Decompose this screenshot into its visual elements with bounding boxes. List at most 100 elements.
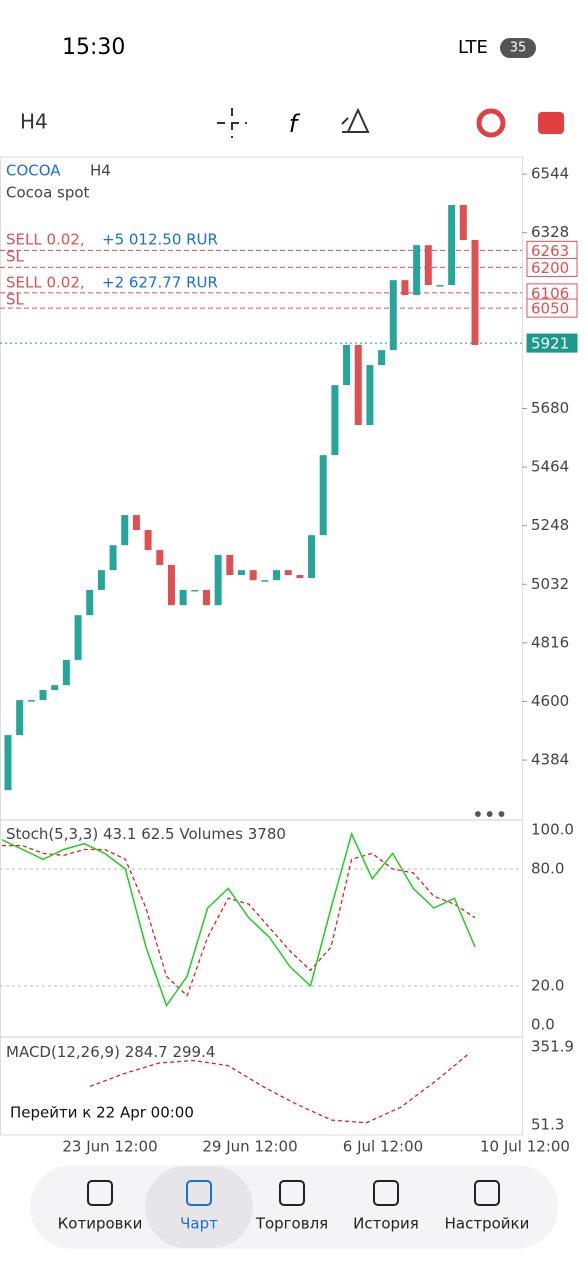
- candle: [296, 575, 304, 579]
- candle: [156, 550, 164, 565]
- candle: [273, 570, 281, 581]
- nav-icon: [186, 1180, 212, 1206]
- position-label: SELL 0.02,: [6, 274, 85, 292]
- candle: [343, 344, 351, 386]
- nav-label[interactable]: Настройки: [445, 1215, 530, 1233]
- nav-label[interactable]: Торговля: [255, 1215, 328, 1233]
- price-badge-label: 6200: [531, 259, 569, 277]
- price-badge: [526, 257, 578, 277]
- candle: [436, 285, 444, 287]
- candle: [424, 245, 432, 286]
- battery-level: 35: [510, 41, 527, 56]
- candle: [202, 589, 210, 606]
- oneclick-icon[interactable]: [538, 112, 564, 134]
- x-tick-label: 6 Jul 12:00: [343, 1138, 423, 1156]
- network: LTE: [458, 37, 488, 58]
- candle: [144, 530, 152, 551]
- line: [1, 831, 476, 1008]
- position-label: SELL 0.02,: [6, 231, 85, 249]
- candle: [261, 580, 269, 582]
- candle: [471, 240, 479, 345]
- candle: [214, 554, 222, 606]
- legend-part: 43.1: [103, 825, 136, 843]
- candle: [86, 589, 94, 616]
- candle: [226, 554, 234, 576]
- nav-label[interactable]: Котировки: [58, 1215, 143, 1233]
- position-profit: +2 627.77 RUR: [102, 274, 218, 292]
- trade-icon[interactable]: [476, 108, 506, 138]
- line: [2, 844, 476, 997]
- nav-icon: [373, 1180, 399, 1206]
- y-tick-label: 4600: [531, 692, 569, 710]
- price-badge-label: 6050: [531, 300, 569, 318]
- candle: [62, 659, 70, 686]
- candle: [448, 205, 456, 286]
- nav-icon: [87, 1180, 113, 1206]
- chart-timeframe: H4: [90, 162, 111, 180]
- line: [89, 1052, 471, 1124]
- candle: [249, 570, 257, 581]
- candle: [331, 385, 339, 456]
- y-tick-label: 6544: [531, 165, 569, 183]
- macd-legend: MACD(12,26,9) 284.7 299.4: [6, 1043, 215, 1061]
- candle: [389, 280, 397, 351]
- y-tick-label: 5464: [531, 458, 569, 476]
- candle: [366, 365, 374, 426]
- candle: [132, 515, 140, 531]
- indicators-icon[interactable]: f: [289, 110, 301, 138]
- nav-icon: [279, 1180, 305, 1206]
- y-tick-label: 20.0: [531, 977, 564, 995]
- more-icon[interactable]: •••: [472, 803, 507, 827]
- bottom-nav: [30, 1165, 558, 1249]
- time: 15:30: [62, 35, 125, 60]
- y-tick-label: 100.0: [531, 821, 574, 839]
- battery: [500, 38, 536, 58]
- sl-label: SL: [6, 248, 25, 266]
- nav-label[interactable]: История: [353, 1215, 419, 1233]
- y-tick-label: 51.3: [531, 1116, 564, 1134]
- legend-part: Volumes: [179, 825, 243, 843]
- candle: [319, 455, 327, 536]
- candle: [401, 280, 409, 296]
- price-badge-label: 6106: [531, 284, 569, 302]
- candle: [27, 700, 35, 702]
- nav-bar: [30, 1165, 558, 1249]
- nav-label[interactable]: Чарт: [180, 1215, 218, 1233]
- candle: [238, 570, 245, 576]
- y-tick-label: 0.0: [531, 1016, 555, 1034]
- y-tick-label: 5032: [531, 575, 569, 593]
- legend-part: MACD(12,26,9): [6, 1043, 120, 1061]
- description: Cocoa spot: [6, 184, 90, 202]
- legend-part: 3780: [248, 825, 286, 843]
- candle: [378, 350, 386, 366]
- candle: [16, 700, 24, 736]
- chart-frame: [0, 156, 523, 1136]
- x-tick-label: 23 Jun 12:00: [62, 1138, 157, 1156]
- y-tick-label: 4816: [531, 633, 569, 651]
- y-tick-label: 351.9: [531, 1038, 574, 1056]
- y-tick-label: 6328: [531, 223, 569, 241]
- symbol[interactable]: COCOA: [6, 162, 61, 180]
- y-tick-label: 5680: [531, 399, 569, 417]
- price-badge: [526, 333, 578, 353]
- position-profit: +5 012.50 RUR: [102, 231, 218, 249]
- x-tick-label: 29 Jun 12:00: [202, 1138, 297, 1156]
- crosshair-icon[interactable]: [217, 108, 247, 138]
- legend-part: 62.5: [141, 825, 174, 843]
- candle: [308, 535, 316, 579]
- legend-part: 299.4: [172, 1043, 215, 1061]
- price-badge-label: 6263: [531, 242, 569, 260]
- nav-icon: [474, 1180, 500, 1206]
- candle: [121, 515, 129, 546]
- candle: [167, 565, 175, 606]
- x-tick-label: 10 Jul 12:00: [480, 1138, 570, 1156]
- timeframe-button[interactable]: H4: [20, 110, 48, 134]
- candle: [191, 589, 199, 592]
- y-tick-label: 5248: [531, 516, 569, 534]
- objects-icon[interactable]: [341, 107, 370, 133]
- candle: [51, 685, 59, 691]
- goto-label[interactable]: Перейти к 22 Apr 00:00: [10, 1104, 194, 1122]
- candle: [97, 570, 105, 590]
- candle: [4, 735, 12, 791]
